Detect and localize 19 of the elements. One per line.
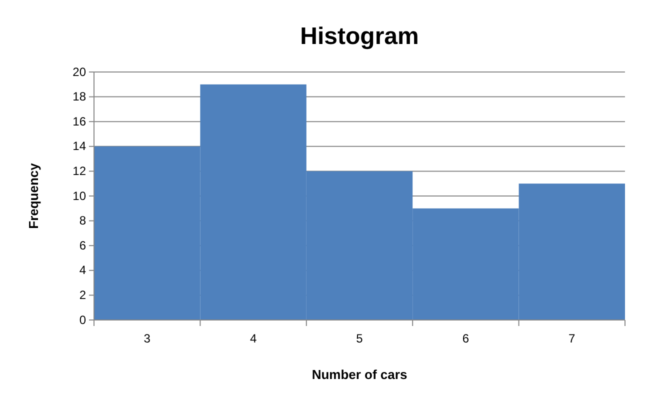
y-tick-label: 4 bbox=[79, 263, 86, 278]
y-tick-label: 16 bbox=[72, 114, 86, 128]
x-tick-label: 7 bbox=[568, 332, 576, 346]
x-tick-label: 5 bbox=[356, 332, 364, 346]
y-tick-label: 0 bbox=[79, 312, 86, 327]
y-tick-label: 12 bbox=[72, 164, 86, 178]
x-axis-title: Number of cars bbox=[312, 367, 408, 382]
y-tick-label: 14 bbox=[72, 139, 86, 154]
x-tick-label: 6 bbox=[462, 332, 470, 346]
y-tick-label: 6 bbox=[79, 238, 86, 252]
y-tick-label: 2 bbox=[79, 288, 86, 302]
y-axis-title: Frequency bbox=[26, 162, 41, 229]
y-tick-label: 20 bbox=[72, 64, 86, 79]
x-tick-label: 4 bbox=[250, 332, 257, 346]
chart-title: Histogram bbox=[300, 23, 419, 50]
y-tick-label: 8 bbox=[79, 214, 86, 228]
x-tick-label: 3 bbox=[144, 332, 151, 346]
y-tick-label: 18 bbox=[72, 90, 86, 104]
y-tick-label: 10 bbox=[72, 188, 86, 203]
